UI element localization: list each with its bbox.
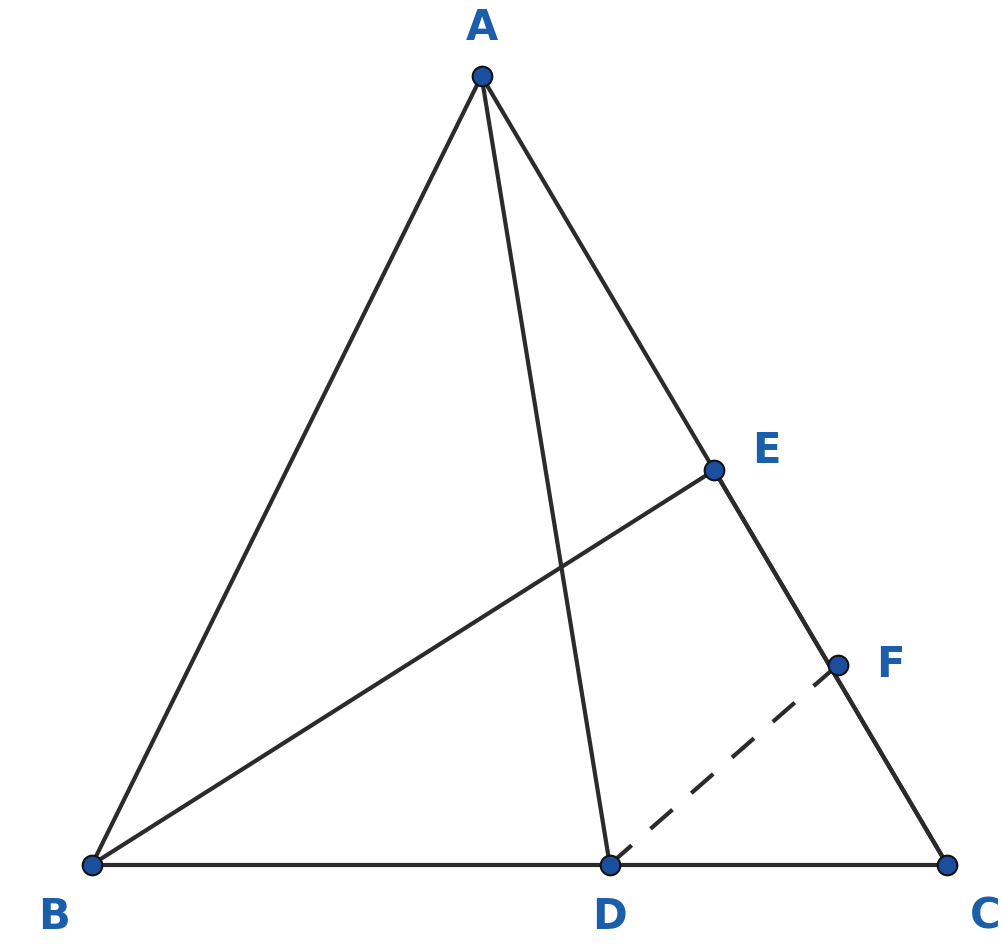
Point (939, 857, 955, 872)
Text: D: D (593, 896, 627, 938)
Text: A: A (465, 8, 497, 49)
Text: C: C (970, 896, 1000, 938)
Text: B: B (38, 896, 70, 938)
Point (473, 68, 489, 84)
Point (602, 857, 618, 872)
Point (707, 463, 723, 478)
Point (830, 657, 846, 673)
Text: F: F (876, 644, 904, 686)
Text: E: E (752, 430, 781, 472)
Point (84, 857, 100, 872)
